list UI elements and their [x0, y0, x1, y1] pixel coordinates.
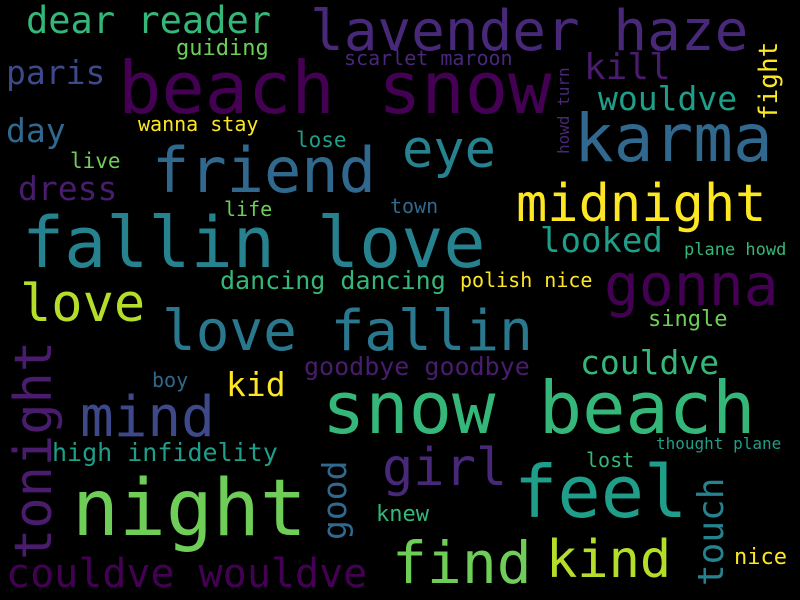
word-friend: friend: [152, 134, 376, 207]
word-love-fallin: love fallin: [162, 299, 533, 364]
word-kill: kill: [584, 47, 671, 88]
word-dancing-dancing: dancing dancing: [220, 266, 446, 295]
word-find: find: [392, 529, 532, 597]
word-good: good: [315, 460, 354, 540]
word-snow-beach: snow beach: [322, 366, 756, 450]
word-boy: boy: [152, 368, 189, 392]
word-polish-nice: polish nice: [460, 268, 593, 292]
word-couldve: couldve: [580, 343, 720, 382]
word-night: night: [72, 464, 307, 554]
word-live: live: [70, 149, 121, 173]
word-beach-snow: beach snow: [118, 46, 552, 130]
word-town: town: [390, 194, 439, 218]
word-love: love: [20, 274, 146, 334]
word-day: day: [6, 111, 66, 150]
word-nice: nice: [734, 545, 787, 570]
word-kind: kind: [546, 530, 672, 590]
word-feel: feel: [514, 450, 688, 534]
word-touch: touch: [691, 477, 732, 586]
word-high-infidelity: high infidelity: [52, 438, 278, 467]
word-guiding: guiding: [176, 36, 269, 61]
word-dear-reader: dear reader: [26, 0, 272, 42]
word-thought-plane: thought plane: [656, 434, 782, 453]
word-midnight: midnight: [516, 174, 767, 234]
word-couldve-wouldve: couldve wouldve: [6, 551, 368, 597]
word-eye: eye: [402, 120, 496, 180]
word-fallin-love: fallin love: [22, 202, 486, 284]
word-goodbye-goodbye: goodbye goodbye: [304, 352, 530, 381]
word-lose: lose: [296, 128, 347, 152]
word-lost: lost: [586, 448, 635, 472]
word-dress: dress: [18, 169, 118, 208]
word-plane-howd: plane howd: [684, 240, 787, 260]
word-gonna: gonna: [604, 251, 779, 319]
word-mind: mind: [80, 385, 215, 450]
word-wouldve: wouldve: [598, 79, 738, 118]
word-knew: knew: [376, 502, 429, 527]
word-single: single: [648, 307, 728, 332]
word-wanna-stay: wanna stay: [138, 112, 259, 136]
word-life: life: [224, 197, 273, 221]
word-looked: looked: [540, 221, 663, 261]
word-paris: paris: [6, 53, 106, 92]
word-kid: kid: [226, 365, 286, 404]
word-lavender-haze: lavender haze: [310, 0, 749, 64]
word-howd-turn: howd turn: [554, 67, 573, 154]
word-karma: karma: [574, 100, 773, 177]
word-girl: girl: [382, 438, 508, 498]
word-scarlet-maroon: scarlet maroon: [344, 46, 513, 70]
